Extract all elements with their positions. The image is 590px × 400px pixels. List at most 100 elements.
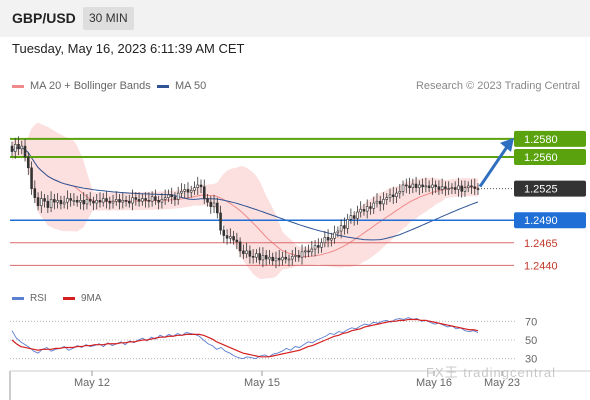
- pivot-label: 1.2490: [524, 215, 558, 227]
- candle: [297, 250, 301, 262]
- candle-body: [444, 186, 447, 189]
- candle: [375, 193, 379, 208]
- candle: [202, 179, 206, 204]
- candle-body: [222, 229, 226, 236]
- candle-body: [307, 250, 310, 253]
- candle-body: [36, 197, 40, 207]
- candle: [287, 254, 291, 267]
- candle-body: [189, 190, 193, 193]
- candle: [141, 194, 144, 206]
- projection-arrow-head: [500, 137, 514, 152]
- candle-body: [212, 202, 216, 207]
- candle-body: [460, 185, 463, 192]
- candle-body: [160, 199, 164, 203]
- candle: [418, 180, 421, 195]
- candle: [248, 245, 252, 264]
- candle-body: [372, 202, 375, 209]
- candle: [209, 195, 213, 214]
- candle-body: [13, 144, 17, 152]
- candle: [59, 195, 63, 210]
- candle-body: [216, 202, 219, 214]
- candle: [414, 176, 418, 193]
- candle-body: [134, 197, 138, 200]
- candle-body: [385, 197, 389, 200]
- candle: [150, 191, 154, 207]
- candle: [69, 193, 72, 207]
- candle: [121, 193, 125, 209]
- candle-body: [287, 258, 291, 261]
- timeframe-badge[interactable]: 30 MIN: [83, 7, 134, 30]
- candle: [199, 179, 203, 194]
- candle: [180, 183, 183, 198]
- candle-body: [333, 232, 336, 239]
- candle-body: [82, 200, 85, 205]
- candle-body: [209, 201, 213, 207]
- candle: [352, 211, 356, 226]
- resistance-label: 1.2560: [524, 152, 558, 164]
- candle-body: [118, 199, 121, 203]
- candle-body: [150, 196, 154, 202]
- candle: [115, 191, 118, 206]
- legend-label-9ma: 9MA: [81, 293, 102, 304]
- candle: [391, 186, 395, 204]
- candle-body: [349, 215, 353, 220]
- candle-body: [124, 200, 128, 202]
- candle-body: [274, 257, 278, 262]
- candle: [424, 177, 428, 193]
- candle: [470, 179, 473, 194]
- candle: [313, 240, 317, 257]
- candle-body: [434, 184, 437, 188]
- candle-body: [440, 186, 444, 190]
- candle: [62, 195, 66, 209]
- candle: [251, 249, 255, 264]
- candle: [72, 193, 76, 206]
- candle: [118, 194, 121, 210]
- candle-body: [421, 184, 424, 188]
- candle-body: [101, 198, 105, 203]
- candle: [369, 202, 372, 215]
- candle: [385, 193, 389, 205]
- candle: [284, 250, 288, 264]
- candle-body: [268, 256, 271, 260]
- candle-body: [300, 251, 304, 258]
- candle-body: [30, 167, 33, 189]
- legend-label-rsi: RSI: [30, 293, 47, 304]
- candle: [131, 189, 134, 211]
- candle: [43, 194, 46, 208]
- candle: [437, 180, 441, 195]
- candle: [10, 141, 14, 157]
- candle: [167, 189, 170, 203]
- candle-body: [27, 156, 30, 169]
- legend-bollinger: MA 20 + Bollinger Bands: [12, 80, 151, 92]
- current-price-box: [514, 180, 586, 197]
- candle: [53, 194, 56, 210]
- candle: [271, 252, 274, 266]
- candle: [30, 161, 33, 195]
- candle-body: [264, 255, 268, 260]
- candle: [206, 194, 209, 207]
- candle: [17, 136, 20, 156]
- candle-body: [339, 225, 343, 232]
- candle-body: [66, 198, 69, 203]
- candle-body: [450, 187, 454, 189]
- candle: [460, 180, 463, 198]
- candle: [274, 251, 278, 269]
- candle: [193, 181, 196, 195]
- candle: [310, 240, 314, 257]
- candle-body: [457, 185, 460, 190]
- candle-body: [323, 237, 327, 244]
- candle-body: [128, 200, 131, 204]
- candle-body: [369, 206, 372, 209]
- candle-body: [476, 188, 480, 190]
- candle-body: [382, 199, 385, 205]
- candle-body: [290, 256, 294, 260]
- candle: [398, 184, 402, 199]
- candle-body: [238, 241, 242, 252]
- candle-body: [92, 200, 95, 204]
- candle: [147, 192, 151, 208]
- candle: [196, 176, 200, 195]
- legend-label-ma50: MA 50: [175, 80, 207, 92]
- candle: [88, 192, 92, 206]
- candle-body: [137, 199, 141, 202]
